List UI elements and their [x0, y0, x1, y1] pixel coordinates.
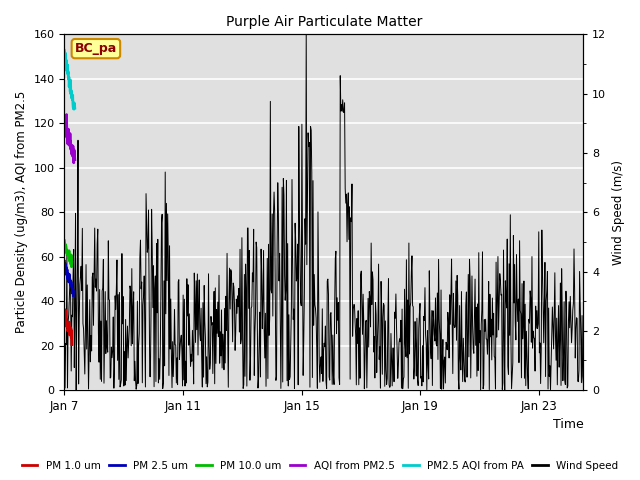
X-axis label: Time: Time — [552, 419, 583, 432]
Y-axis label: Wind Speed (m/s): Wind Speed (m/s) — [612, 160, 625, 265]
Text: BC_pa: BC_pa — [75, 42, 117, 55]
Legend: PM 1.0 um, PM 2.5 um, PM 10.0 um, AQI from PM2.5, PM2.5 AQI from PA, Wind Speed: PM 1.0 um, PM 2.5 um, PM 10.0 um, AQI fr… — [17, 456, 623, 475]
Title: Purple Air Particulate Matter: Purple Air Particulate Matter — [226, 15, 422, 29]
Y-axis label: Particle Density (ug/m3), AQI from PM2.5: Particle Density (ug/m3), AQI from PM2.5 — [15, 91, 28, 333]
